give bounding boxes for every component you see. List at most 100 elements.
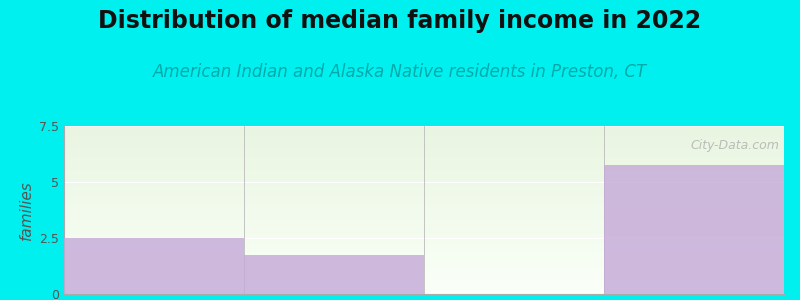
- Bar: [64, 271, 784, 272]
- Bar: [64, 270, 784, 271]
- Bar: [64, 229, 784, 230]
- Bar: [64, 227, 784, 228]
- Bar: [64, 168, 784, 169]
- Bar: [64, 187, 784, 188]
- Bar: [64, 152, 784, 153]
- Bar: [64, 132, 784, 133]
- Bar: [64, 140, 784, 141]
- Bar: [64, 161, 784, 162]
- Bar: [64, 250, 784, 251]
- Bar: [64, 244, 784, 245]
- Bar: [64, 208, 784, 209]
- Bar: [64, 139, 784, 140]
- Bar: [64, 220, 784, 221]
- Bar: [64, 200, 784, 201]
- Bar: [64, 143, 784, 144]
- Bar: [64, 198, 784, 199]
- Bar: [64, 193, 784, 194]
- Bar: [64, 209, 784, 210]
- Bar: [64, 169, 784, 170]
- Bar: [64, 223, 784, 224]
- Bar: [64, 126, 784, 127]
- Bar: [64, 162, 784, 163]
- Bar: [64, 275, 784, 276]
- Bar: [64, 259, 784, 260]
- Bar: [64, 238, 784, 239]
- Bar: [64, 183, 784, 184]
- Bar: [64, 172, 784, 173]
- Bar: [64, 256, 784, 257]
- Bar: [64, 180, 784, 181]
- Bar: [64, 287, 784, 288]
- Bar: [64, 194, 784, 195]
- Bar: [64, 272, 784, 273]
- Bar: [64, 235, 784, 236]
- Bar: [64, 267, 784, 268]
- Bar: [64, 202, 784, 203]
- Bar: [64, 141, 784, 142]
- Bar: [64, 230, 784, 231]
- Bar: [64, 269, 784, 270]
- Bar: [64, 264, 784, 265]
- Bar: [64, 277, 784, 278]
- Bar: [64, 268, 784, 269]
- Bar: [64, 170, 784, 171]
- Bar: [64, 177, 784, 178]
- Bar: [64, 184, 784, 185]
- Bar: [64, 171, 784, 172]
- Bar: [64, 280, 784, 281]
- Bar: [64, 203, 784, 204]
- Bar: [64, 149, 784, 150]
- Bar: [64, 196, 784, 197]
- Bar: [64, 290, 784, 291]
- Bar: [64, 243, 784, 244]
- Bar: [64, 165, 784, 166]
- Bar: [64, 249, 784, 250]
- Bar: [64, 182, 784, 183]
- Bar: [64, 221, 784, 222]
- Bar: [64, 133, 784, 134]
- Bar: [64, 181, 784, 182]
- Bar: [64, 204, 784, 205]
- Bar: [64, 185, 784, 186]
- Bar: [64, 262, 784, 263]
- Bar: [64, 186, 784, 187]
- Bar: [64, 190, 784, 191]
- Bar: [64, 173, 784, 174]
- Bar: [64, 224, 784, 225]
- Bar: [64, 282, 784, 283]
- Bar: [64, 188, 784, 189]
- Bar: [64, 134, 784, 135]
- Bar: [64, 166, 784, 167]
- Bar: [64, 201, 784, 202]
- Bar: [64, 154, 784, 155]
- Bar: [64, 232, 784, 233]
- Bar: [64, 164, 784, 165]
- Bar: [64, 231, 784, 232]
- Bar: [64, 138, 784, 139]
- Bar: [64, 292, 784, 293]
- Bar: [64, 195, 784, 196]
- Bar: [64, 163, 784, 164]
- Bar: [64, 155, 784, 156]
- Bar: [64, 178, 784, 179]
- Bar: [64, 246, 784, 247]
- Bar: [64, 233, 784, 234]
- Bar: [64, 281, 784, 282]
- Bar: [64, 278, 784, 279]
- Bar: [64, 248, 784, 249]
- Bar: [64, 129, 784, 130]
- Bar: [64, 135, 784, 136]
- Bar: [64, 226, 784, 227]
- Bar: [64, 228, 784, 229]
- Bar: [64, 261, 784, 262]
- Bar: [64, 263, 784, 264]
- Text: City-Data.com: City-Data.com: [690, 140, 779, 152]
- Bar: [64, 205, 784, 206]
- Bar: [64, 283, 784, 284]
- Bar: [64, 241, 784, 242]
- Bar: [64, 147, 784, 148]
- Bar: [64, 254, 784, 255]
- Text: American Indian and Alaska Native residents in Preston, CT: American Indian and Alaska Native reside…: [153, 63, 647, 81]
- Bar: [64, 202, 784, 203]
